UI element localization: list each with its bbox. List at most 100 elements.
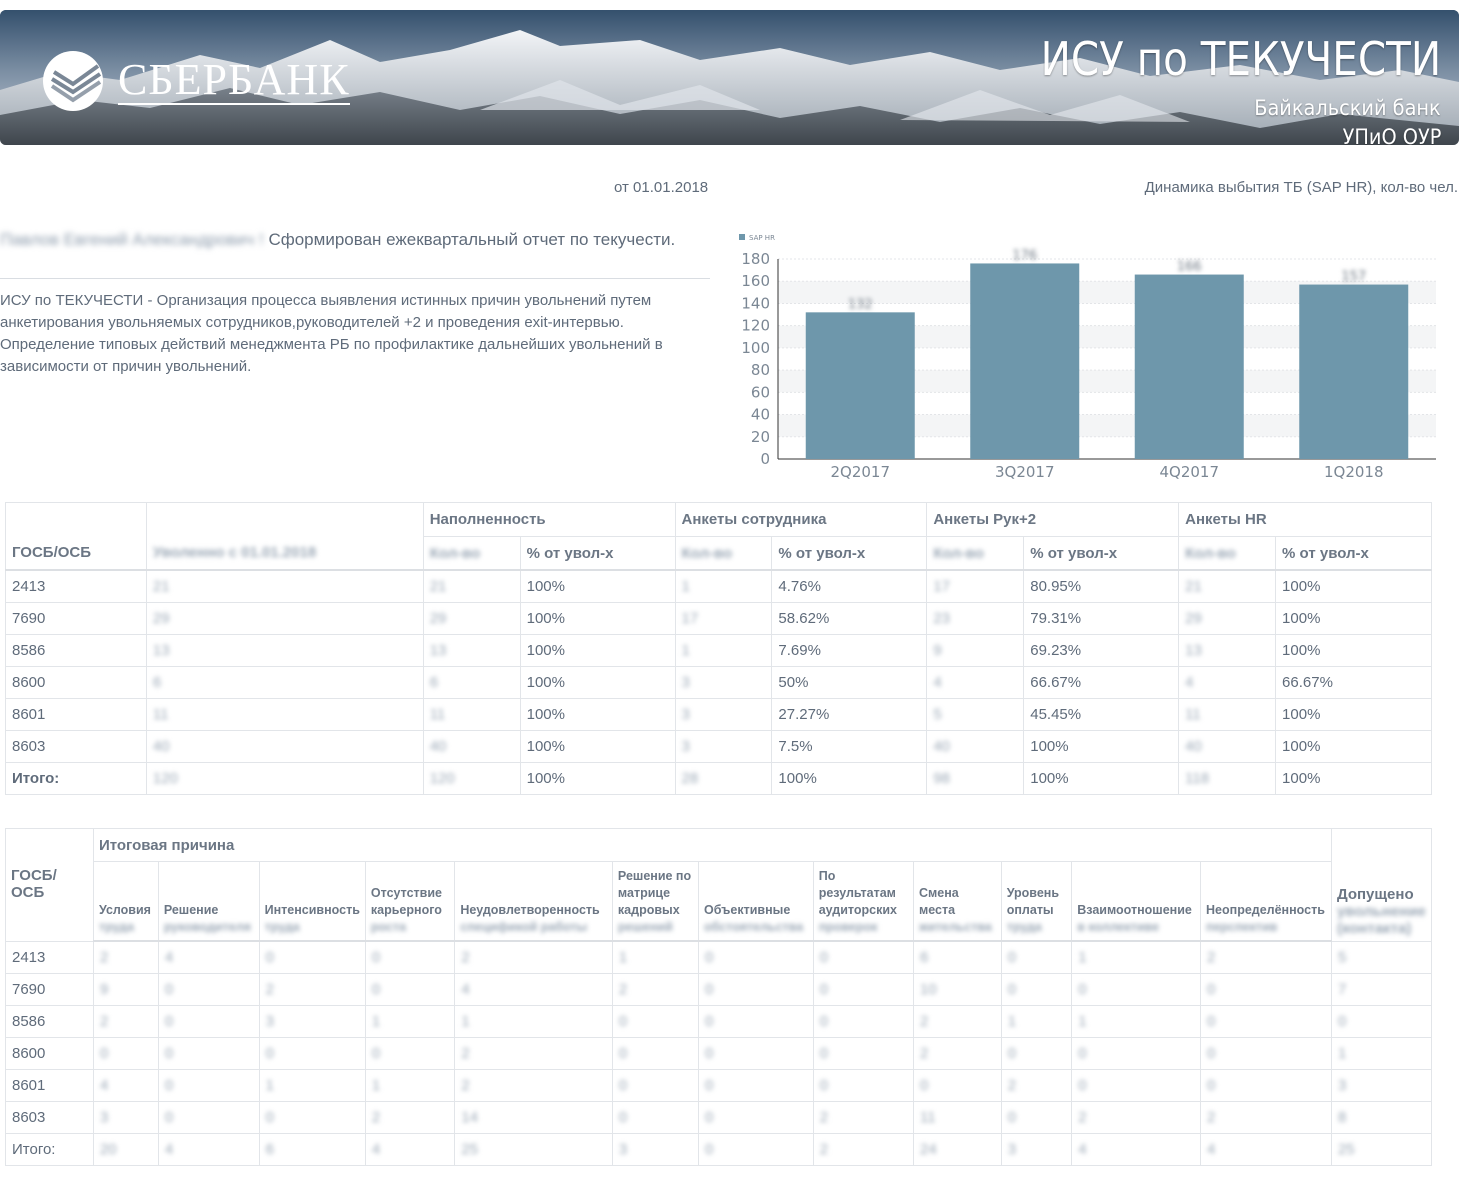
reason-header-line: По xyxy=(818,869,836,883)
reason-header-line: решений xyxy=(617,920,673,934)
table-row: 8601 4 0 1 1 2 0 0 0 0 2 0 0 3 xyxy=(5,1069,1433,1102)
reason-header-line: Неудовлетворенность xyxy=(460,903,600,917)
table-cell: 2 xyxy=(611,973,700,1006)
table-cell: 23 xyxy=(926,602,1025,635)
table-cell: 100% xyxy=(1275,730,1432,763)
table-cell: 9 xyxy=(92,973,159,1006)
grid-band xyxy=(778,281,1436,304)
table-cell: 3 xyxy=(92,1101,159,1134)
table-cell: 0 xyxy=(364,940,456,974)
col-reason-0: Условия труда xyxy=(92,861,159,942)
table-cell: 0 xyxy=(157,1005,260,1038)
table-cell: 1 xyxy=(364,1069,456,1102)
table-cell: 4 xyxy=(926,666,1025,699)
table-row: 8600 6 6 100% 3 50% 4 66.67% 4 66.67% xyxy=(5,666,1432,699)
attrition-chart: 0 20 40 60 80 100 120 140 160 180 SAP HR 132 2Q2017 1… xyxy=(730,226,1450,488)
reason-header-line: в коллективе xyxy=(1077,920,1160,934)
table-cell: 4 xyxy=(364,1133,456,1166)
system-description: ИСУ по ТЕКУЧЕСТИ - Организация процесса … xyxy=(0,292,663,375)
col-count: Кол-во xyxy=(926,536,1025,571)
divider xyxy=(0,278,710,279)
col-reason-2: Интенсивность труда xyxy=(258,861,366,942)
table-cell: 8600 xyxy=(5,1037,94,1070)
table-cell: 0 xyxy=(1200,1037,1332,1070)
table-cell: 0 xyxy=(812,1069,915,1102)
table-cell: 1 xyxy=(611,940,700,974)
user-name: Павлов Евгений Александрович xyxy=(0,230,255,249)
table-cell: 0 xyxy=(1000,940,1073,974)
table-cell: 50% xyxy=(771,666,928,699)
user-notification: Павлов Евгений Александрович ! Сформиров… xyxy=(0,230,676,249)
table-cell: 20 xyxy=(92,1133,159,1166)
questionnaire-table: ГОСБ/ОСБ Уволенно с 01.01.2018 Наполненн… xyxy=(5,502,1432,795)
app-title: ИСУ по ТЕКУЧЕСТИ xyxy=(1040,32,1441,86)
table-cell: 29 xyxy=(422,602,521,635)
table-cell: 0 xyxy=(157,1101,260,1134)
table-row: 8601 11 11 100% 3 27.27% 5 45.45% 11 100% xyxy=(5,698,1432,731)
table-cell: 3 xyxy=(1330,1069,1433,1102)
notification-text: Сформирован ежеквартальный отчет по теку… xyxy=(268,230,676,249)
table-cell: 0 xyxy=(1000,973,1073,1006)
reason-header-line: Смена места xyxy=(919,886,959,917)
group-header-reason: Итоговая причина xyxy=(92,828,1332,862)
table-cell: 4 xyxy=(92,1069,159,1102)
bar-data-label: 166 xyxy=(1177,260,1202,275)
brand-name: СБЕРБАНК xyxy=(118,55,350,105)
table-cell: 29 xyxy=(1178,602,1277,635)
col-reason-9: Уровень оплаты труда xyxy=(1000,861,1073,942)
table-cell: 1 xyxy=(1000,1005,1073,1038)
table-cell: 0 xyxy=(698,940,814,974)
reason-header-line: обстоятельства xyxy=(704,920,804,934)
table-cell: 28 xyxy=(674,762,773,795)
group-header-employee: Анкеты сотрудника xyxy=(674,502,928,537)
table-cell: 8600 xyxy=(5,666,147,699)
group-header-hr: Анкеты HR xyxy=(1178,502,1432,537)
table-cell: 40 xyxy=(926,730,1025,763)
col-pct: % от увол-х xyxy=(1275,536,1432,571)
table-cell: 40 xyxy=(1178,730,1277,763)
table-cell: 2 xyxy=(812,1133,915,1166)
table-cell: 11 xyxy=(1178,698,1277,731)
table-cell: 2 xyxy=(92,1005,159,1038)
reason-header-line: Условия xyxy=(98,903,151,917)
reasons-table: ГОСБ/ОСБ Итоговая причина Допущено увольн… xyxy=(5,828,1433,1166)
bar xyxy=(805,312,915,459)
col-allowed-dismissal: Допущено увольнение (контакта) xyxy=(1330,828,1433,942)
table-cell: 2413 xyxy=(5,940,94,974)
table-cell: 2 xyxy=(1200,940,1332,974)
sberbank-logo[interactable]: СБЕРБАНК xyxy=(42,50,350,112)
table-cell: 0 xyxy=(157,973,260,1006)
grid-band xyxy=(778,325,1436,348)
reason-header-line: кадровых xyxy=(617,903,680,917)
table-cell: 11 xyxy=(422,698,521,731)
table-cell: 6 xyxy=(145,666,424,699)
table-cell: 3 xyxy=(674,666,773,699)
header-banner: СБЕРБАНК ИСУ по ТЕКУЧЕСТИ Байкальский ба… xyxy=(0,10,1459,145)
table-cell: 25 xyxy=(454,1133,613,1166)
table-cell: 7.5% xyxy=(771,730,928,763)
col-count: Кол-во xyxy=(1178,536,1277,571)
col-fired: Уволенно с 01.01.2018 xyxy=(145,502,424,571)
table-cell: 2 xyxy=(1071,1101,1202,1134)
table-row: 7690 9 0 2 0 4 2 0 0 10 0 0 0 7 xyxy=(5,973,1433,1006)
table-cell: 1 xyxy=(1071,940,1202,974)
table-cell: 0 xyxy=(157,1037,260,1070)
col-reason-5: Решение по матрице кадровых решений xyxy=(611,861,700,942)
allowed-header-line: (контакта) xyxy=(1336,919,1412,937)
col-pct: % от увол-х xyxy=(1023,536,1180,571)
table-cell: 100% xyxy=(519,602,676,635)
table-cell: 0 xyxy=(698,1101,814,1134)
report-date: от 01.01.2018 xyxy=(614,179,709,196)
reason-header-line: Уровень xyxy=(1006,886,1060,900)
table-cell: 0 xyxy=(913,1069,1002,1102)
table-cell: 4.76% xyxy=(771,569,928,603)
table-cell: 100% xyxy=(1275,634,1432,667)
table-cell: 3 xyxy=(611,1133,700,1166)
table-cell: 0 xyxy=(698,1005,814,1038)
x-tick-label: 3Q2017 xyxy=(995,463,1055,481)
y-tick-label: 80 xyxy=(751,361,770,379)
table-cell: 2 xyxy=(258,973,366,1006)
group-header-manager: Анкеты Рук+2 xyxy=(926,502,1180,537)
table-cell: 0 xyxy=(1071,1069,1202,1102)
table-cell: 0 xyxy=(1200,1069,1332,1102)
